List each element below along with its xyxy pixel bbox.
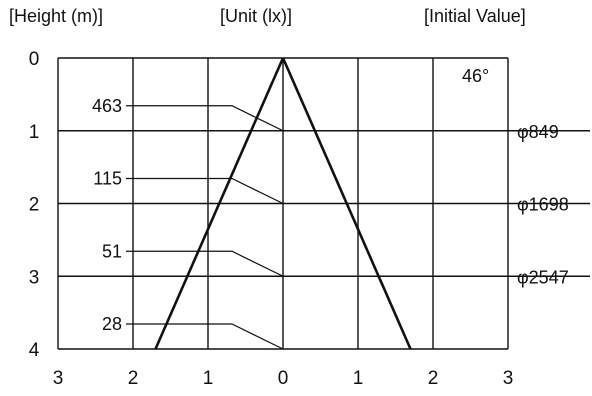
x-tick-label: 3	[53, 368, 64, 389]
illuminance-leader-line	[126, 105, 284, 132]
beam-edge-right	[281, 57, 412, 350]
illuminance-leader-line	[126, 323, 284, 350]
beam-angle-label: 46°	[462, 66, 489, 86]
illuminance-value: 51	[102, 241, 122, 261]
y-tick-label: 2	[29, 195, 40, 216]
beam-diameter-label: φ849	[517, 122, 559, 142]
illuminance-value: 28	[102, 314, 122, 334]
beam-diameter-label: φ2547	[517, 267, 569, 287]
x-tick-label: 2	[428, 368, 439, 389]
x-tick-label: 1	[203, 368, 214, 389]
x-tick-label: 3	[503, 368, 514, 389]
x-tick-label: 1	[353, 368, 364, 389]
initial-value-title: [Initial Value]	[424, 6, 526, 26]
illuminance-leader-line	[126, 250, 284, 277]
unit-title: [Unit (lx)]	[220, 6, 292, 26]
x-tick-label: 2	[128, 368, 139, 389]
beam-diameter-label: φ1698	[517, 195, 569, 215]
illuminance-value: 463	[92, 96, 122, 116]
y-tick-label: 0	[29, 49, 40, 70]
x-tick-label: 0	[278, 368, 289, 389]
y-tick-label: 4	[29, 340, 40, 361]
y-tick-label: 3	[29, 267, 40, 288]
illuminance-value: 115	[93, 169, 122, 189]
y-tick-label: 1	[29, 122, 40, 143]
illuminance-leader-line	[126, 177, 284, 205]
beam-edge-left	[154, 57, 285, 350]
height-axis-title: [Height (m)]	[9, 6, 104, 26]
